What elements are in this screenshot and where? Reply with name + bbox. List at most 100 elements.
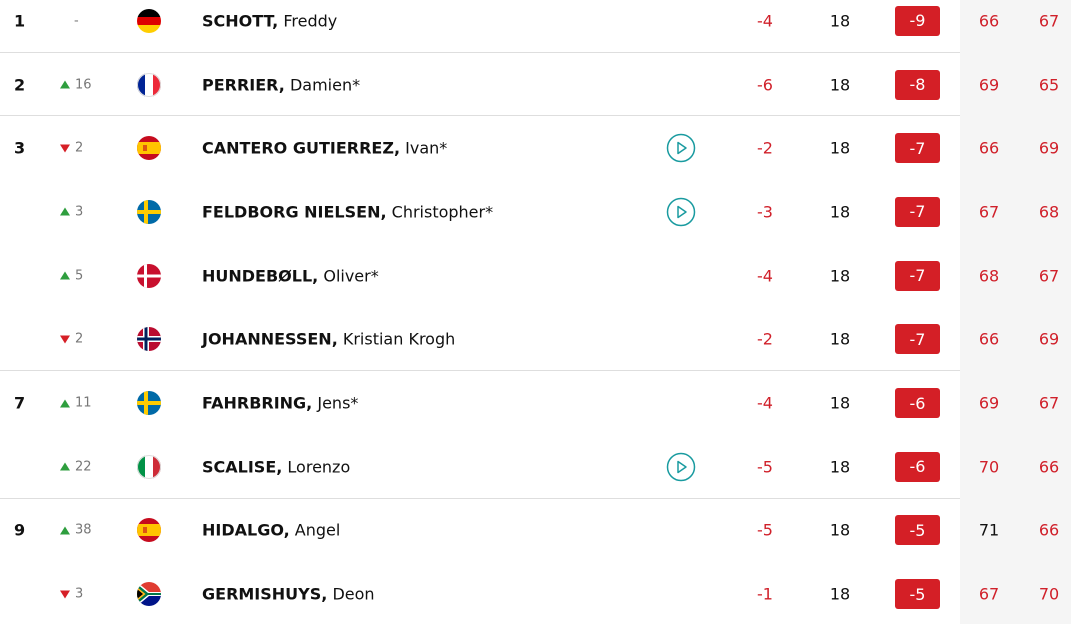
position: 7 [14, 393, 26, 413]
player-name[interactable]: HIDALGO, Angel [202, 521, 340, 540]
thru: 18 [829, 457, 851, 477]
first-name: Oliver* [323, 266, 379, 286]
first-name: Damien* [289, 75, 361, 95]
movement: 3 [60, 587, 83, 602]
flag [137, 391, 161, 415]
player-name[interactable]: CANTERO GUTIERREZ, Ivan* [202, 139, 447, 158]
round-2: 67 [1038, 11, 1060, 31]
player-name[interactable]: HUNDEBØLL, Oliver* [202, 266, 379, 285]
flag [137, 9, 161, 33]
movement-value: 2 [75, 331, 84, 347]
position: 1 [14, 11, 26, 31]
today: -3 [757, 202, 773, 222]
first-name: Angel [294, 520, 341, 540]
flag [137, 455, 161, 479]
play-button[interactable] [666, 197, 696, 227]
rounds-background [960, 0, 1071, 624]
round-1: 68 [978, 266, 1000, 286]
flag [137, 582, 161, 606]
player-name[interactable]: FELDBORG NIELSEN, Christopher* [202, 202, 493, 221]
surname: SCHOTT, [202, 11, 279, 31]
play-button[interactable] [666, 452, 696, 482]
today: -5 [757, 457, 773, 477]
player-row[interactable]: 7 11 FAHRBRING, Jens* -4 18 -6 69 67 [0, 371, 1071, 435]
player-name[interactable]: GERMISHUYS, Deon [202, 585, 375, 604]
first-name: Jens* [317, 393, 359, 413]
round-2: 66 [1038, 520, 1060, 540]
player-name[interactable]: SCHOTT, Freddy [202, 11, 337, 30]
surname: HIDALGO, [202, 520, 290, 540]
round-1: 67 [978, 584, 1000, 604]
round-1: 69 [978, 393, 1000, 413]
surname: SCALISE, [202, 457, 283, 477]
today: -1 [757, 584, 773, 604]
movement: 2 [60, 141, 83, 156]
total: -5 [895, 579, 940, 610]
movement-value: 3 [75, 204, 84, 220]
surname: FAHRBRING, [202, 393, 313, 413]
total: -7 [895, 196, 940, 227]
player-name[interactable]: JOHANNESSEN, Kristian Krogh [202, 330, 455, 349]
total: -6 [895, 451, 940, 482]
player-row[interactable]: 22 SCALISE, Lorenzo -5 18 -6 70 66 [0, 435, 1071, 499]
today: -4 [757, 266, 773, 286]
round-2: 69 [1038, 329, 1060, 349]
round-1: 70 [978, 457, 1000, 477]
today: -4 [757, 393, 773, 413]
today: -6 [757, 75, 773, 95]
total: -9 [895, 5, 940, 36]
movement-value: 38 [75, 522, 92, 538]
first-name: Lorenzo [287, 457, 351, 477]
thru: 18 [829, 584, 851, 604]
player-row[interactable]: 3 GERMISHUYS, Deon -1 18 -5 67 70 [0, 562, 1071, 624]
today: -4 [757, 11, 773, 31]
player-name[interactable]: PERRIER, Damien* [202, 75, 360, 94]
movement-value: 22 [75, 459, 92, 475]
first-name: Freddy [283, 11, 338, 31]
today: -2 [757, 329, 773, 349]
round-1: 69 [978, 75, 1000, 95]
position: 9 [14, 520, 26, 540]
movement: - [74, 13, 79, 29]
movement-value: 11 [75, 395, 92, 411]
round-2: 67 [1038, 266, 1060, 286]
movement: 2 [60, 332, 83, 347]
surname: HUNDEBØLL, [202, 266, 319, 286]
today: -5 [757, 520, 773, 540]
total: -6 [895, 388, 940, 419]
first-name: Christopher* [391, 202, 494, 222]
player-name[interactable]: SCALISE, Lorenzo [202, 457, 350, 476]
first-name: Ivan* [405, 138, 448, 158]
round-2: 66 [1038, 457, 1060, 477]
first-name: Kristian Krogh [342, 329, 456, 349]
player-row[interactable]: 9 38 HIDALGO, Angel -5 18 -5 71 66 [0, 499, 1071, 563]
movement: 11 [60, 396, 92, 411]
flag [137, 327, 161, 351]
surname: GERMISHUYS, [202, 584, 328, 604]
movement-value: 5 [75, 268, 84, 284]
round-1: 66 [978, 138, 1000, 158]
round-2: 70 [1038, 584, 1060, 604]
first-name: Deon [332, 584, 375, 604]
player-row[interactable]: 1 - SCHOTT, Freddy -4 18 -9 66 67 [0, 0, 1071, 53]
player-row[interactable]: 2 JOHANNESSEN, Kristian Krogh -2 18 -7 6… [0, 308, 1071, 372]
player-row[interactable]: 3 FELDBORG NIELSEN, Christopher* -3 18 -… [0, 180, 1071, 244]
player-row[interactable]: 5 HUNDEBØLL, Oliver* -4 18 -7 68 67 [0, 244, 1071, 308]
flag [137, 518, 161, 542]
flag [137, 264, 161, 288]
thru: 18 [829, 329, 851, 349]
thru: 18 [829, 520, 851, 540]
movement: 22 [60, 459, 92, 474]
total: -7 [895, 133, 940, 164]
round-1: 66 [978, 11, 1000, 31]
round-2: 68 [1038, 202, 1060, 222]
thru: 18 [829, 11, 851, 31]
player-row[interactable]: 3 2 CANTERO GUTIERREZ, Ivan* -2 18 -7 66… [0, 116, 1071, 180]
player-row[interactable]: 2 16 PERRIER, Damien* -6 18 -8 69 65 [0, 53, 1071, 117]
play-button[interactable] [666, 133, 696, 163]
flag [137, 73, 161, 97]
movement-value: 2 [75, 140, 84, 156]
player-name[interactable]: FAHRBRING, Jens* [202, 394, 358, 413]
thru: 18 [829, 75, 851, 95]
